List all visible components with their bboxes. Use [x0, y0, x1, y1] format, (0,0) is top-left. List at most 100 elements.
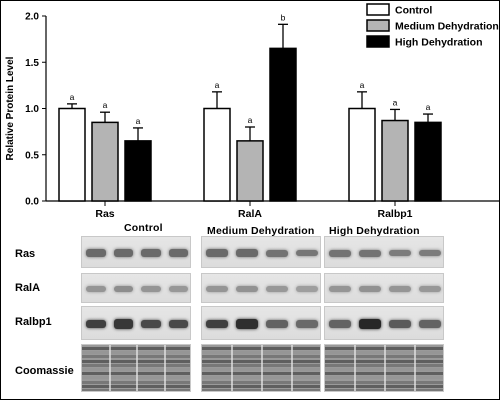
bar-chart: 0.0 0.5 1.0 1.5 2.0 Relative Protein Level Ras…	[5, 3, 500, 220]
legend-label: Control	[395, 5, 432, 17]
blot-panel	[201, 306, 321, 340]
blot-band	[296, 249, 318, 257]
blot-band	[419, 286, 441, 292]
bar	[58, 107, 86, 202]
blot-panel	[201, 344, 321, 392]
bar	[269, 47, 297, 202]
blot-band	[329, 249, 351, 257]
lane-divider	[354, 345, 356, 391]
blot-band	[168, 319, 188, 329]
blot-band	[168, 249, 188, 257]
blot-panel	[324, 273, 444, 303]
blot-band	[329, 320, 351, 328]
blot-band	[419, 249, 441, 257]
blot-panel	[81, 344, 191, 392]
lane-divider	[108, 345, 111, 391]
blot-band	[113, 319, 133, 329]
lane-divider	[384, 345, 386, 391]
blot-group-label-medium: Medium Dehydration	[207, 225, 315, 237]
blot-band	[359, 319, 381, 329]
significance-letter: a	[248, 115, 253, 125]
significance-letter: a	[393, 97, 398, 107]
y-tick-label: 1.0	[25, 104, 39, 115]
y-axis-label: Relative Protein Level	[5, 56, 16, 160]
blot-band	[86, 249, 106, 257]
blot-row-label-ralbp1: Ralbp1	[15, 316, 52, 328]
significance-letter: a	[103, 100, 108, 110]
blot-band	[329, 286, 351, 292]
significance-letter: a	[136, 116, 141, 126]
blot-band	[113, 249, 133, 257]
blot-band	[113, 285, 133, 293]
blot-band	[236, 286, 258, 292]
blot-band	[266, 320, 288, 328]
axes: 0.0 0.5 1.0 1.5 2.0 Relative Protein Level Ras…	[5, 12, 500, 220]
blot-band	[266, 286, 288, 292]
blot-band	[389, 286, 411, 292]
blot-band	[236, 319, 258, 329]
blot-band	[206, 286, 228, 292]
blot-band	[86, 319, 106, 329]
significance-letter: a	[426, 102, 431, 112]
lane-divider	[414, 345, 416, 391]
significance-letter: a	[215, 80, 220, 90]
bars: a a a a a b a a a	[58, 12, 442, 202]
lane-divider	[231, 345, 233, 391]
blot-panel	[81, 236, 191, 268]
bar	[203, 107, 231, 202]
lane-divider	[163, 345, 166, 391]
blot-band	[266, 249, 288, 257]
blot-row-label-coomassie: Coomassie	[15, 365, 74, 377]
blot-band	[206, 319, 228, 329]
legend-swatch	[366, 3, 390, 16]
blot-band	[296, 286, 318, 292]
blot-band	[141, 249, 161, 257]
legend-swatch	[366, 19, 390, 32]
blot-band	[389, 320, 411, 328]
legend-label: Medium Dehydration	[395, 21, 499, 33]
bar	[414, 121, 442, 202]
blot-panel	[81, 273, 191, 303]
y-tick-label: 0.5	[25, 150, 39, 161]
blot-band	[168, 286, 188, 292]
blot-band	[419, 320, 441, 328]
blot-panel	[324, 344, 444, 392]
blot-row-label-ras: Ras	[15, 248, 36, 260]
bar	[124, 140, 152, 202]
legend: Control Medium Dehydration High Dehydratio…	[366, 3, 499, 49]
bar	[91, 121, 119, 202]
significance-letter: a	[70, 92, 75, 102]
legend-label: High Dehydration	[395, 37, 483, 49]
bar	[236, 140, 264, 202]
blot-band	[359, 249, 381, 257]
y-tick-label: 0.0	[25, 197, 39, 208]
significance-letter: b	[281, 12, 286, 22]
blot-panel	[201, 273, 321, 303]
lane-divider	[136, 345, 138, 391]
y-tick-label: 2.0	[25, 12, 39, 23]
significance-letter: a	[360, 80, 365, 90]
legend-swatch	[366, 35, 390, 48]
y-tick-label: 1.5	[25, 58, 39, 69]
blot-panel	[81, 306, 191, 340]
blot-band	[86, 286, 106, 292]
blot-panel	[324, 236, 444, 268]
blot-group-label-high: High Dehydration	[329, 225, 420, 237]
blot-band	[141, 286, 161, 292]
blot-band	[359, 286, 381, 292]
blot-panel	[201, 236, 321, 268]
x-tick-label: RalA	[238, 208, 262, 220]
x-tick-label: Ras	[95, 208, 114, 220]
blot-band	[296, 320, 318, 328]
blot-band	[141, 319, 161, 329]
bar	[348, 107, 376, 202]
blot-group-label-control: Control	[124, 222, 163, 234]
blot-band	[206, 249, 228, 257]
blot-row-label-rala: RalA	[15, 282, 41, 294]
x-tick-label: Ralbp1	[377, 208, 412, 220]
blot-panel	[324, 306, 444, 340]
lane-divider	[291, 345, 293, 391]
blot-band	[389, 249, 411, 257]
lane-divider	[261, 345, 263, 391]
